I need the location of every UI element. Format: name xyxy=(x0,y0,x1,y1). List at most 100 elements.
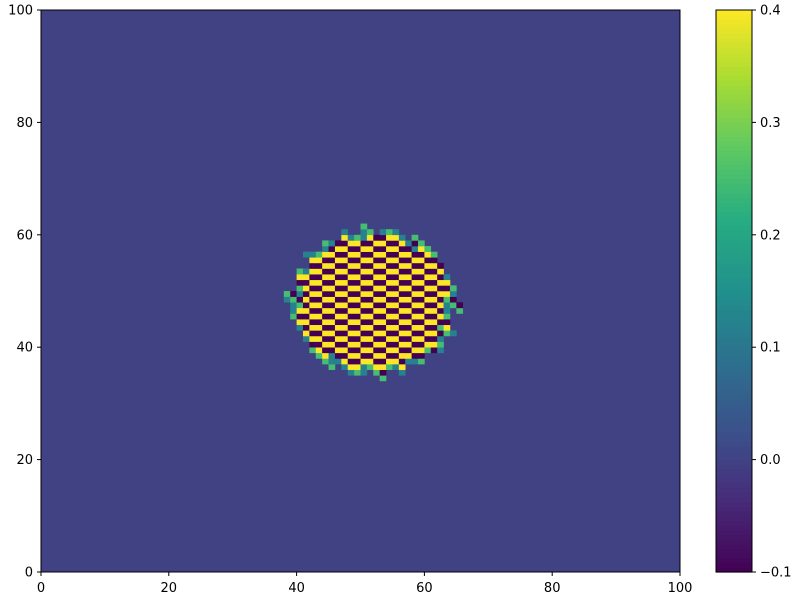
heatmap-cell xyxy=(405,257,412,264)
heatmap-cell xyxy=(437,324,444,331)
heatmap-cell xyxy=(309,330,317,337)
colorbar-segment xyxy=(716,492,752,498)
heatmap-cell xyxy=(296,274,304,281)
heatmap-cell xyxy=(334,352,342,359)
colorbar-segment xyxy=(716,459,752,465)
heatmap-cell xyxy=(302,291,310,297)
heatmap-cell xyxy=(411,268,419,275)
colorbar-segment xyxy=(716,525,752,531)
heatmap-cell xyxy=(341,352,349,359)
heatmap-cell xyxy=(354,341,361,348)
heatmap-cell xyxy=(437,313,444,320)
heatmap-cell xyxy=(379,375,387,382)
heatmap-cell xyxy=(443,307,451,314)
heatmap-cell xyxy=(398,307,406,314)
heatmap-cell xyxy=(430,341,438,348)
heatmap-cell xyxy=(328,274,336,281)
colorbar-segment xyxy=(716,370,752,376)
heatmap-cell xyxy=(398,251,406,258)
heatmap-cell xyxy=(366,347,374,354)
heatmap-cell xyxy=(322,352,329,359)
heatmap-cell xyxy=(334,302,342,309)
heatmap-cell xyxy=(334,274,342,281)
colorbar-segment xyxy=(716,375,752,381)
heatmap-cell xyxy=(379,257,387,264)
heatmap-cell xyxy=(437,307,444,314)
heatmap-cell xyxy=(309,279,317,286)
heatmap-cell xyxy=(315,319,323,326)
heatmap-cell xyxy=(424,262,432,269)
colorbar-tick-label: 0.4 xyxy=(760,4,781,19)
heatmap-cell xyxy=(430,313,438,320)
heatmap-cell xyxy=(379,358,387,365)
heatmap-cell xyxy=(411,347,419,354)
colorbar-segment xyxy=(716,487,752,493)
heatmap-cell xyxy=(405,274,412,281)
colorbar-segment xyxy=(716,417,752,423)
heatmap-cell xyxy=(341,291,349,297)
heatmap-cell xyxy=(341,364,349,370)
heatmap-cell xyxy=(328,296,336,303)
heatmap-cell xyxy=(315,347,323,354)
heatmap-cell xyxy=(398,369,406,376)
heatmap-cell xyxy=(373,335,380,342)
colorbar-segment xyxy=(716,426,752,433)
colorbar-segment xyxy=(716,19,752,25)
heatmap-cell xyxy=(373,291,380,297)
y-tick-label: 80 xyxy=(16,116,33,131)
heatmap-cell xyxy=(424,335,432,342)
y-tick-label: 100 xyxy=(8,4,33,19)
heatmap-cell xyxy=(302,268,310,275)
x-tick-label: 60 xyxy=(416,581,433,596)
heatmap-cell xyxy=(341,313,349,320)
heatmap-cell xyxy=(379,335,387,342)
colorbar: −0.1 0.0 0.1 0.2 0.3 0.4 xyxy=(715,4,792,581)
heatmap-cell xyxy=(360,302,368,309)
heatmap-cell xyxy=(392,234,400,241)
heatmap-cell xyxy=(328,279,336,286)
colorbar-segment xyxy=(716,239,752,245)
heatmap-cell xyxy=(360,352,368,359)
heatmap-cell xyxy=(366,330,374,337)
heatmap-cell xyxy=(302,279,310,286)
heatmap-cell xyxy=(373,341,380,348)
heatmap-cell xyxy=(341,246,349,252)
heatmap-cell xyxy=(430,330,438,337)
colorbar-segment xyxy=(716,187,752,194)
colorbar-tick-label: 0.1 xyxy=(760,341,781,356)
x-tick-label: 100 xyxy=(668,581,693,596)
heatmap-cell xyxy=(366,291,374,297)
heatmap-cell xyxy=(398,285,406,292)
colorbar-segment xyxy=(716,286,752,292)
heatmap-cell xyxy=(347,313,355,320)
heatmap-cell xyxy=(449,330,457,337)
heatmap-cell xyxy=(456,302,464,309)
heatmap-cell xyxy=(430,274,438,281)
heatmap-cell xyxy=(437,335,444,342)
heatmap-cell xyxy=(328,251,336,258)
heatmap-cell xyxy=(373,234,380,241)
colorbar-segment xyxy=(716,412,752,419)
heatmap-cell xyxy=(418,313,425,320)
colorbar-segment xyxy=(716,14,752,20)
heatmap-cell xyxy=(315,296,323,303)
heatmap-cell xyxy=(379,246,387,252)
heatmap-cell xyxy=(398,313,406,320)
colorbar-segment xyxy=(716,136,752,142)
heatmap-cell xyxy=(398,279,406,286)
heatmap-cell xyxy=(354,268,361,275)
heatmap-cell xyxy=(360,229,368,236)
colorbar-segment xyxy=(716,445,752,451)
heatmap-cell xyxy=(360,364,368,370)
colorbar-segment xyxy=(716,33,752,39)
colorbar-segment xyxy=(716,398,752,404)
colorbar-segment xyxy=(716,431,752,437)
heatmap-cell xyxy=(360,240,368,247)
heatmap-cell xyxy=(296,313,304,320)
heatmap-cell xyxy=(411,358,419,365)
heatmap-cell xyxy=(347,352,355,359)
heatmap-cell xyxy=(296,324,304,331)
heatmap-cell xyxy=(322,291,329,297)
y-tick-label: 20 xyxy=(16,453,33,468)
colorbar-segment xyxy=(716,342,752,348)
